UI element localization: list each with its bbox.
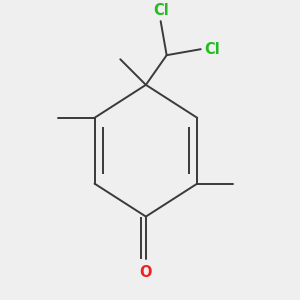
Text: Cl: Cl [204, 42, 220, 57]
Text: O: O [140, 265, 152, 280]
Text: Cl: Cl [153, 3, 169, 18]
